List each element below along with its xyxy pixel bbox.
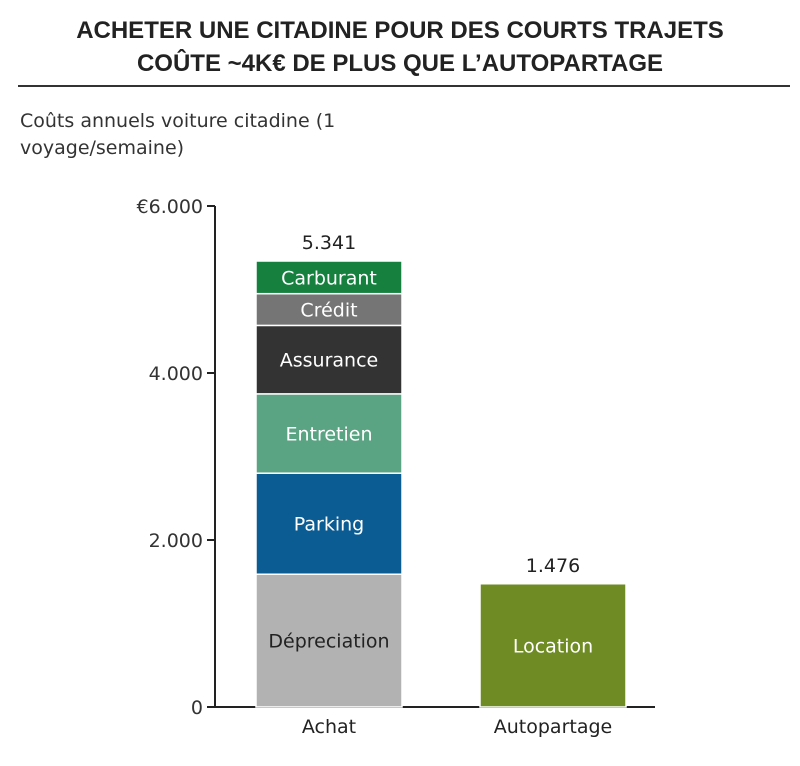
y-tick-label: 2.000 [149, 530, 203, 552]
title-line-1: ACHETER UNE CITADINE POUR DES COURTS TRA… [76, 17, 724, 44]
bar-segment-assurance [255, 324, 403, 395]
chart-subtitle: Coûts annuels voiture citadine (1 voyage… [20, 110, 336, 159]
title-line-2: COÛTE ~4K€ DE PLUS QUE L’AUTOPARTAGE [136, 50, 664, 77]
title-divider [18, 85, 790, 87]
segment-label: Location [513, 635, 593, 657]
bar-segment-credit [255, 292, 403, 327]
segment-label: Carburant [281, 267, 377, 289]
bar-segment-entretien [255, 393, 403, 474]
bar-total-label: 1.476 [526, 555, 580, 577]
bar-segment-location [479, 583, 627, 708]
segment-label: Assurance [280, 350, 378, 372]
x-category-label: Achat [302, 716, 356, 738]
segment-label: Parking [294, 514, 364, 536]
axis-layer: 0 2.000 4.000 €6.000 [137, 196, 655, 719]
chart-title: ACHETER UNE CITADINE POUR DES COURTS TRA… [0, 14, 800, 80]
bar-segment-carburant [255, 260, 403, 295]
label-layer: Dépreciation Parking Entretien Assurance Cré… [268, 232, 612, 738]
segment-label: Dépreciation [268, 631, 389, 653]
y-tick-label: €6.000 [137, 196, 203, 218]
segment-label: Crédit [300, 300, 357, 322]
x-category-label: Autopartage [494, 716, 612, 738]
bar-layer [255, 260, 627, 708]
y-tick-label: 4.000 [149, 363, 203, 385]
bar-total-label: 5.341 [302, 232, 356, 254]
y-tick-label: 0 [191, 697, 203, 719]
segment-label: Entretien [285, 424, 372, 446]
